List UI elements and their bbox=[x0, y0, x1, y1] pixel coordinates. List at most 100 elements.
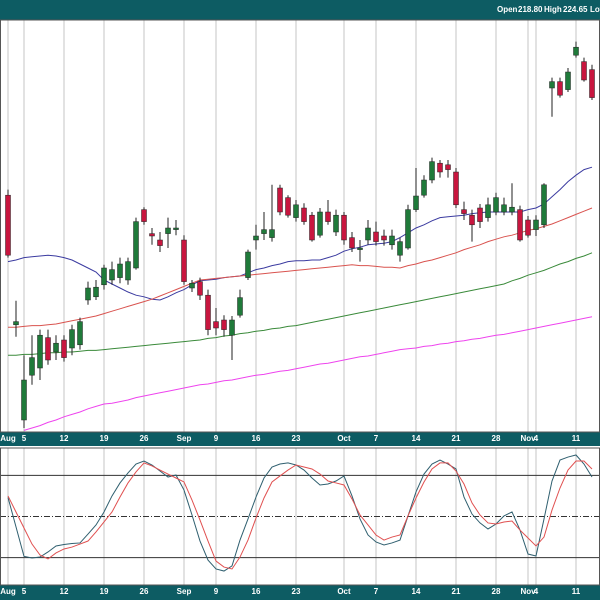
x-tick-label: 12 bbox=[60, 587, 69, 596]
candle-body bbox=[37, 334, 43, 369]
candle-body bbox=[173, 227, 179, 230]
candle-body bbox=[133, 221, 139, 269]
x-tick-label: 11 bbox=[572, 434, 581, 443]
x-tick-label: 16 bbox=[252, 587, 261, 596]
x-tick-label: 11 bbox=[572, 587, 581, 596]
candle-body bbox=[101, 267, 107, 286]
candle-body bbox=[85, 287, 91, 301]
x-tick-label: 7 bbox=[374, 587, 379, 596]
x-tick-label: 5 bbox=[22, 587, 27, 596]
candle-body bbox=[141, 209, 147, 222]
candle-body bbox=[533, 219, 539, 230]
candle-body bbox=[93, 286, 99, 298]
x-tick-label: 19 bbox=[100, 434, 109, 443]
x-tick-label: Aug bbox=[0, 587, 16, 596]
candle-body bbox=[197, 281, 203, 296]
candle-body bbox=[205, 294, 211, 330]
candle-body bbox=[565, 71, 571, 90]
candle-body bbox=[5, 194, 11, 256]
x-tick-label: 14 bbox=[412, 434, 421, 443]
candle-body bbox=[301, 207, 307, 222]
line-series bbox=[7, 454, 593, 572]
x-tick-label: Sep bbox=[177, 434, 192, 443]
candle-body bbox=[525, 219, 531, 236]
x-tick-label: 5 bbox=[22, 434, 27, 443]
candle-body bbox=[245, 251, 251, 278]
candle-body bbox=[429, 161, 435, 181]
candle-body bbox=[53, 342, 59, 353]
header-label: High bbox=[544, 5, 562, 14]
candle-body bbox=[45, 337, 51, 361]
candle-body bbox=[333, 214, 339, 233]
line-series bbox=[8, 207, 593, 328]
candle-body bbox=[69, 329, 75, 349]
x-tick-label: 19 bbox=[100, 587, 109, 596]
candle-body bbox=[549, 81, 555, 89]
candle-body bbox=[445, 164, 451, 170]
x-tick-label: 9 bbox=[214, 587, 219, 596]
candle-body bbox=[349, 237, 355, 249]
candle-body bbox=[109, 269, 115, 281]
candle-body bbox=[125, 261, 131, 281]
candle-body bbox=[461, 209, 467, 214]
candle-body bbox=[181, 239, 187, 282]
candle-body bbox=[589, 69, 595, 98]
candle-body bbox=[477, 207, 483, 222]
candle-body bbox=[421, 179, 427, 196]
candle-body bbox=[405, 209, 411, 249]
x-axis-bar bbox=[0, 432, 600, 446]
x-tick-label: Nov bbox=[520, 587, 536, 596]
line-series bbox=[23, 316, 593, 431]
x-tick-label: 9 bbox=[214, 434, 219, 443]
candle-body bbox=[253, 235, 259, 241]
candle-body bbox=[309, 214, 315, 241]
x-tick-label: 7 bbox=[374, 434, 379, 443]
candle-body bbox=[149, 233, 155, 237]
x-tick-label: 21 bbox=[452, 434, 461, 443]
candle-body bbox=[389, 235, 395, 246]
x-tick-label: Sep bbox=[177, 587, 192, 596]
candle-body bbox=[229, 319, 235, 336]
candle-body bbox=[213, 321, 219, 329]
candle-body bbox=[261, 229, 267, 234]
candle-body bbox=[493, 197, 499, 213]
candle-body bbox=[269, 229, 275, 238]
candle-body bbox=[557, 81, 563, 96]
candle-body bbox=[29, 357, 35, 376]
candle-body bbox=[77, 321, 83, 346]
candle-body bbox=[397, 241, 403, 256]
candle-body bbox=[469, 214, 475, 226]
candle-body bbox=[285, 197, 291, 216]
candle-body bbox=[317, 211, 323, 236]
candle-body bbox=[373, 231, 379, 242]
x-tick-label: 26 bbox=[140, 587, 149, 596]
x-tick-label: 21 bbox=[452, 587, 461, 596]
candle-body bbox=[581, 61, 587, 81]
x-tick-label: 23 bbox=[292, 434, 301, 443]
x-tick-label: 23 bbox=[292, 587, 301, 596]
x-tick-label: Oct bbox=[337, 434, 351, 443]
x-tick-label: 4 bbox=[534, 587, 539, 596]
x-tick-label: 26 bbox=[140, 434, 149, 443]
candle-body bbox=[517, 209, 523, 241]
x-tick-label: 28 bbox=[492, 587, 501, 596]
header-label: Open bbox=[497, 5, 518, 14]
candle-body bbox=[189, 282, 195, 289]
candle-body bbox=[13, 321, 19, 326]
candle-body bbox=[293, 204, 299, 218]
candle-body bbox=[165, 227, 171, 234]
candle-body bbox=[541, 184, 547, 226]
candle-body bbox=[157, 239, 163, 246]
candle-body bbox=[341, 214, 347, 241]
candle-body bbox=[21, 379, 27, 421]
candle-body bbox=[357, 247, 363, 250]
line-series bbox=[8, 252, 593, 356]
candle-body bbox=[453, 171, 459, 206]
x-tick-label: Aug bbox=[0, 434, 16, 443]
x-tick-label: 16 bbox=[252, 434, 261, 443]
x-tick-label: 4 bbox=[534, 434, 539, 443]
candle-body bbox=[413, 195, 419, 210]
x-tick-label: 12 bbox=[60, 434, 69, 443]
